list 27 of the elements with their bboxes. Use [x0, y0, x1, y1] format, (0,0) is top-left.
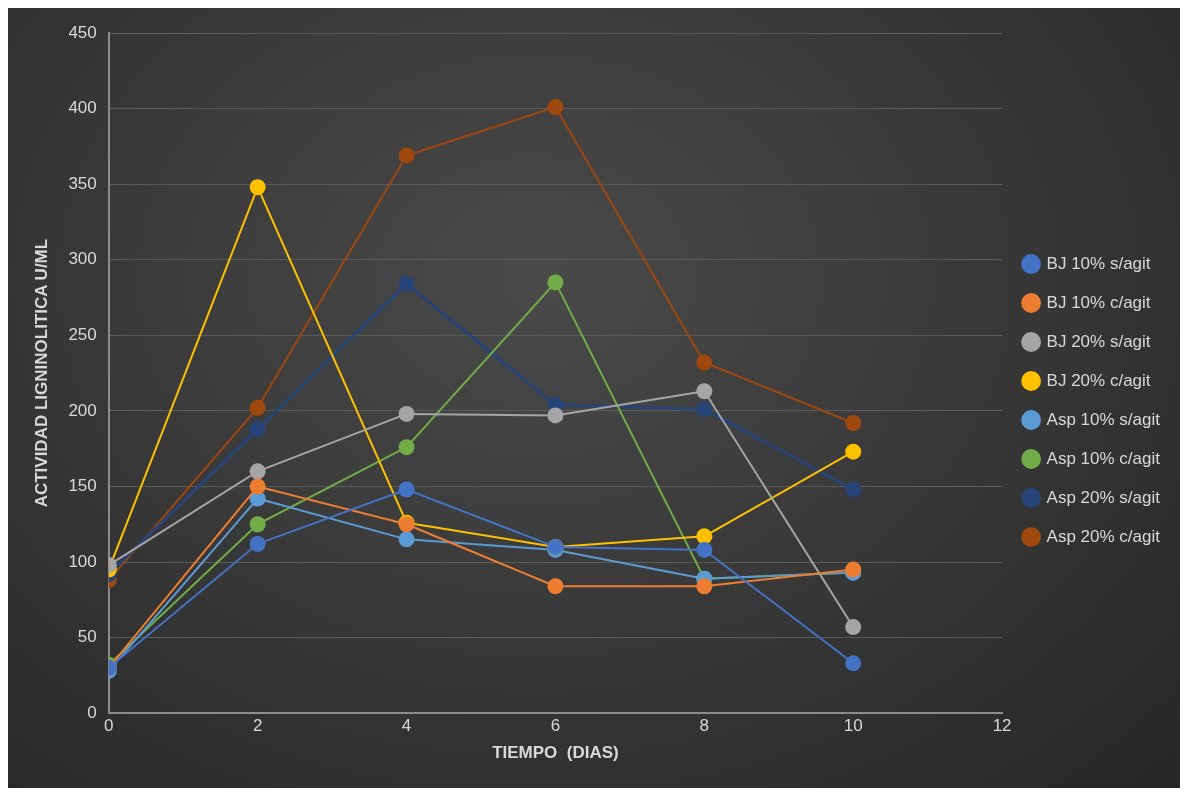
legend-label: BJ 10% c/agit	[1046, 292, 1151, 312]
y-tick-label: 450	[68, 22, 97, 42]
y-tick-label: 200	[68, 400, 97, 420]
x-tick-label: 10	[843, 716, 863, 736]
x-tick-label: 6	[550, 716, 561, 736]
y-tick-label: 400	[68, 98, 97, 118]
x-tick-label: 2	[252, 716, 263, 736]
legend-label: Asp 10% s/agit	[1046, 409, 1161, 429]
legend-label: Asp 20% c/agit	[1046, 526, 1161, 546]
x-tick-label: 8	[699, 716, 710, 736]
y-tick-label: 100	[68, 551, 97, 571]
legend-label: BJ 20% c/agit	[1046, 370, 1151, 390]
y-axis-title: ACTIVIDAD LIGNINOLITICA U/ML	[31, 238, 51, 508]
x-axis-title: TIEMPO (DIAS)	[492, 743, 619, 763]
x-tick-label: 0	[104, 716, 114, 736]
y-tick-label: 350	[68, 173, 97, 193]
y-tick-label: 50	[77, 627, 97, 647]
x-tick-label: 12	[992, 716, 1012, 736]
legend-label: BJ 10% s/agit	[1046, 253, 1151, 273]
y-tick-label: 300	[68, 249, 97, 269]
y-tick-label: 150	[68, 476, 97, 496]
legend-label: BJ 20% s/agit	[1046, 331, 1151, 351]
y-tick-label: 0	[87, 702, 97, 722]
y-tick-label: 250	[68, 325, 97, 344]
legend-label: Asp 20% s/agit	[1046, 487, 1161, 507]
legend-label: Asp 10% c/agit	[1046, 448, 1161, 468]
x-tick-label: 4	[401, 716, 412, 736]
